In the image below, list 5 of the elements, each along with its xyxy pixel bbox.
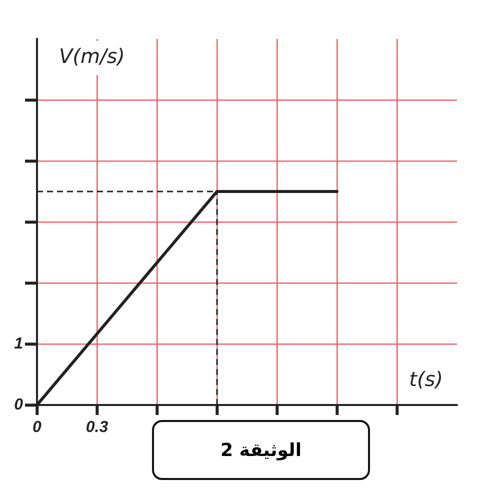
text: الوثيقة 2 [152,420,370,480]
y-tick-label: 1 [14,335,24,352]
x-axis-title: t(s) [409,367,444,392]
y-axis-title: V(m/s) [59,44,125,68]
x-tick-label: 0.3 [86,419,108,436]
